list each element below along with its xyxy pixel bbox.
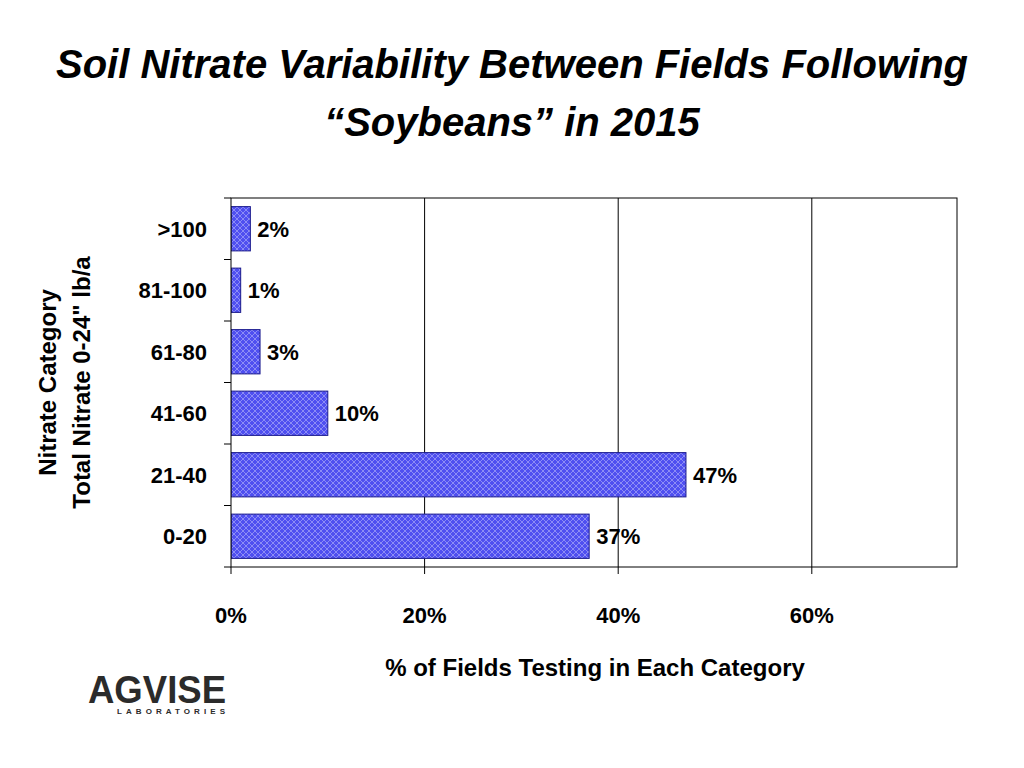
category-label: 61-80 — [151, 340, 207, 365]
category-tick — [224, 567, 231, 568]
bar — [231, 514, 589, 558]
data-label: 1% — [248, 278, 280, 303]
logo-subtitle: LABORATORIES — [117, 707, 226, 716]
category-label: 21-40 — [151, 463, 207, 488]
x-tick — [424, 567, 425, 574]
category-label: 0-20 — [163, 524, 207, 549]
category-tick — [224, 505, 231, 506]
y-axis-label: Total Nitrate 0-24" lb/a — [68, 256, 95, 509]
category-tick — [224, 444, 231, 445]
x-tick-label: 20% — [403, 603, 447, 628]
plot-frame — [231, 198, 957, 567]
x-tick — [811, 567, 812, 574]
category-label: 81-100 — [138, 278, 207, 303]
x-tick — [231, 567, 232, 574]
grid-line — [811, 198, 812, 567]
category-tick — [224, 198, 231, 199]
bar — [231, 453, 686, 497]
x-tick-label: 0% — [215, 603, 247, 628]
grid-line — [618, 198, 619, 567]
x-tick-label: 40% — [596, 603, 640, 628]
title: Soil Nitrate Variability Between Fields … — [56, 42, 968, 144]
data-label: 3% — [267, 340, 299, 365]
category-tick — [224, 259, 231, 260]
category-tick — [224, 321, 231, 322]
data-label: 10% — [335, 401, 379, 426]
x-tick-label: 60% — [790, 603, 834, 628]
bar — [231, 391, 328, 435]
y-axis-label: Nitrate Category — [34, 288, 61, 475]
grid-line — [424, 198, 425, 567]
bar — [231, 330, 260, 374]
data-label: 37% — [596, 524, 640, 549]
category-tick — [224, 382, 231, 383]
x-tick — [618, 567, 619, 574]
bars — [231, 207, 686, 559]
category-label: 41-60 — [151, 401, 207, 426]
logo: AGVISE — [88, 669, 226, 711]
bar — [231, 268, 241, 312]
category-label: >100 — [157, 217, 207, 242]
x-axis-label: % of Fields Testing in Each Category — [385, 654, 805, 681]
data-label: 2% — [257, 217, 289, 242]
data-label: 47% — [693, 463, 737, 488]
bar — [231, 207, 250, 251]
chart: Soil Nitrate Variability Between Fields … — [0, 0, 1024, 768]
